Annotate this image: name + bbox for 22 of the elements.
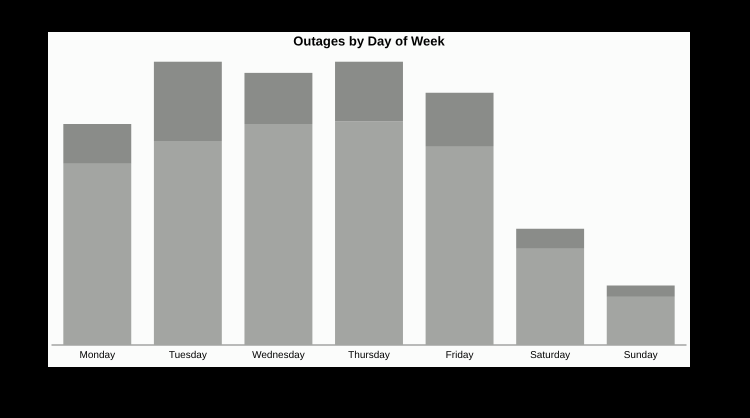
bar: [335, 121, 403, 345]
x-tick-label: Friday: [446, 350, 474, 361]
bar: [154, 140, 222, 345]
bar: [63, 164, 132, 345]
bar: [516, 228, 584, 249]
bar: [606, 285, 675, 297]
bar: [244, 124, 312, 345]
bar: [244, 72, 312, 124]
x-tick-label: Thursday: [348, 350, 390, 361]
x-tick-label: Sunday: [624, 350, 658, 361]
bar: [426, 146, 494, 345]
bar: [516, 248, 584, 345]
bar: [606, 296, 675, 345]
x-tick-label: Tuesday: [168, 350, 207, 361]
x-tick-label: Wednesday: [252, 350, 305, 361]
chart-title: Outages by Day of Week: [293, 33, 446, 48]
x-tick-label: Saturday: [530, 350, 570, 361]
x-tick-label: Monday: [79, 350, 116, 361]
bar: [426, 92, 494, 147]
bar: [154, 62, 222, 141]
bar: [335, 62, 403, 122]
bar: [63, 124, 132, 164]
